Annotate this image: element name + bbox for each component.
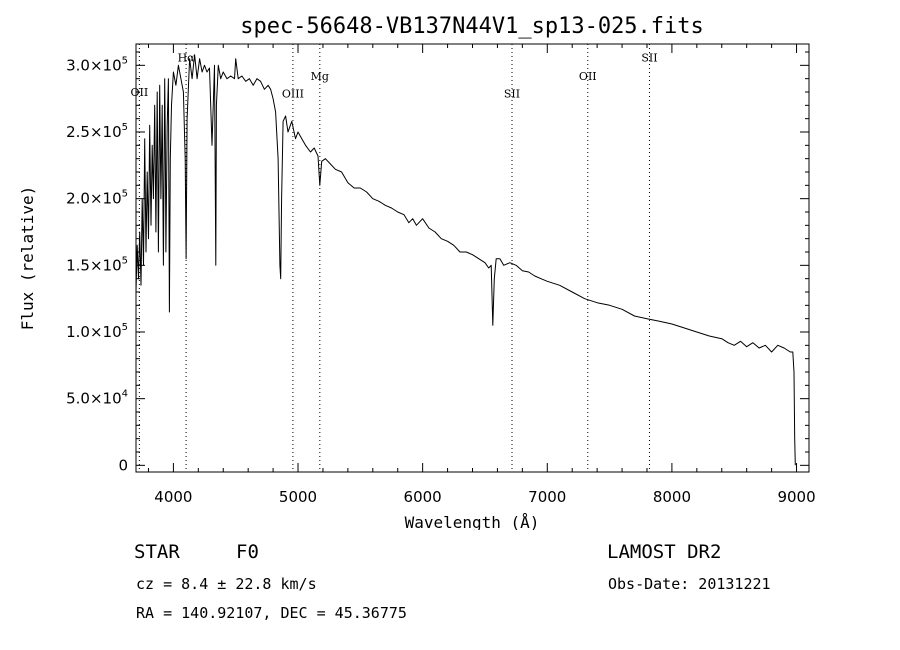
y-tick-label-6: 3.0×105: [66, 55, 128, 74]
y-tick-label-2: 1.0×105: [66, 322, 128, 341]
spectrum-layer: [135, 54, 796, 466]
x-tick-label-0: 4000: [154, 488, 192, 506]
object-type: STAR: [134, 541, 180, 563]
marker-label-1: Hα: [178, 51, 196, 64]
marker-labels-layer: OII Hα OIII Mg SII OII SII: [131, 51, 658, 100]
marker-label-5: OII: [579, 70, 597, 83]
marker-lines-layer: [138, 44, 650, 472]
marker-label-0: OII: [131, 86, 149, 99]
redshift-velocity: cz = 8.4 ± 22.8 km/s: [136, 575, 317, 593]
y-tick-label-1: 5.0×104: [66, 389, 128, 408]
marker-label-6: SII: [641, 51, 657, 64]
x-axis-label: Wavelength (Å): [405, 513, 540, 530]
chart-title: spec-56648-VB137N44V1_sp13-025.fits: [240, 14, 704, 39]
y-axis-label: Flux (relative): [18, 186, 37, 331]
x-tick-label-4: 8000: [653, 488, 691, 506]
spectrum-chart: spec-56648-VB137N44V1_sp13-025.fits 4000…: [18, 14, 816, 530]
y-tick-label-4: 2.0×105: [66, 189, 128, 208]
object-subclass: F0: [236, 541, 259, 563]
plot-frame: [135, 43, 810, 473]
axes-layer: 4000 5000 6000 7000 8000 9000 0 5.0×104 1.0×105 1…: [66, 44, 816, 506]
marker-label-4: SII: [504, 87, 520, 100]
y-tick-label-0: 0: [118, 456, 128, 474]
marker-label-3: Mg: [311, 70, 329, 83]
marker-label-2: OIII: [282, 87, 304, 100]
y-tick-label-5: 2.5×105: [66, 122, 128, 141]
x-tick-label-5: 9000: [777, 488, 815, 506]
x-tick-label-3: 7000: [528, 488, 566, 506]
observation-date: Obs-Date: 20131221: [608, 575, 771, 593]
coordinates: RA = 140.92107, DEC = 45.36775: [136, 604, 407, 622]
spectrum-line: [135, 54, 796, 466]
y-tick-label-3: 1.5×105: [66, 255, 128, 274]
x-tick-label-2: 6000: [404, 488, 442, 506]
survey-name: LAMOST DR2: [607, 541, 722, 563]
x-tick-label-1: 5000: [279, 488, 317, 506]
